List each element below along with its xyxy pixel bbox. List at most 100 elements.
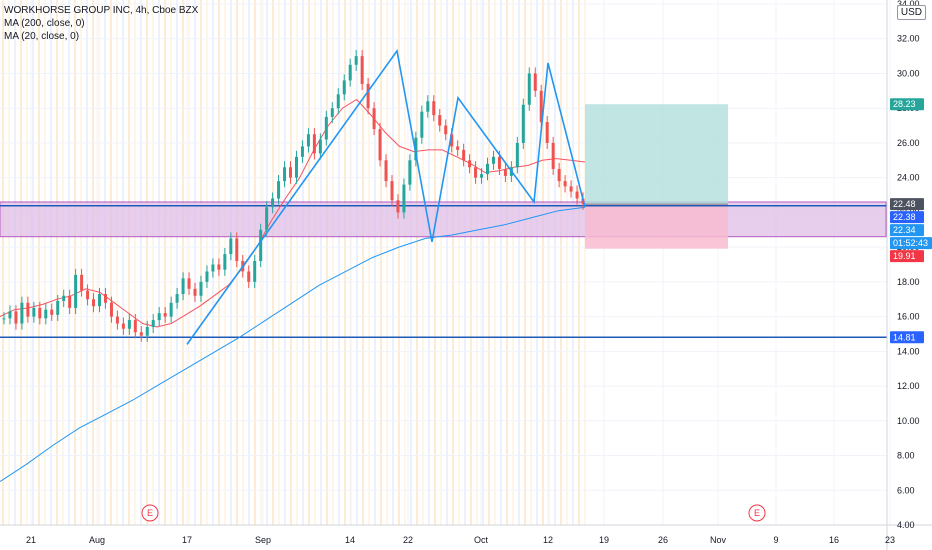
session-stripe	[56, 0, 58, 525]
price-tag-bg	[890, 331, 924, 344]
price-tag-bg	[890, 211, 924, 224]
long-position-tool[interactable]	[585, 104, 728, 249]
x-tick-label: Oct	[474, 535, 489, 545]
candle-body	[294, 156, 298, 178]
price-tag-label: 19.91	[893, 251, 916, 261]
price-tag-label: 22.48	[893, 199, 916, 209]
session-stripe	[158, 0, 160, 525]
candle-body	[32, 307, 36, 317]
x-tick-label: 9	[773, 535, 778, 545]
candle-body	[444, 125, 448, 135]
candle-body	[8, 311, 12, 319]
price-tag: 22.38	[890, 211, 924, 224]
session-stripe	[476, 0, 478, 525]
session-stripe	[320, 0, 322, 525]
candle-body	[127, 320, 131, 329]
candle-body	[527, 73, 531, 105]
pattern-drawing[interactable]	[186, 48, 586, 345]
session-stripe	[176, 0, 178, 525]
session-stripe	[356, 0, 358, 525]
symbol-line[interactable]: WORKHORSE GROUP INC, 4h, Cboe BZX	[4, 5, 199, 16]
y-tick-label: 32.00	[897, 34, 920, 44]
ma200-legend[interactable]: MA (200, close, 0)	[4, 18, 85, 29]
session-stripe	[92, 0, 94, 525]
session-stripe	[464, 0, 466, 525]
session-stripe	[584, 0, 586, 525]
horizontal-levels[interactable]	[0, 205, 887, 339]
pattern-polyline	[186, 48, 586, 345]
candle-body	[491, 156, 495, 164]
session-stripe	[368, 0, 370, 525]
candle-body	[62, 295, 66, 301]
candle-body	[92, 299, 96, 307]
session-stripe	[446, 0, 448, 525]
session-stripe	[164, 0, 166, 525]
session-stripe	[26, 0, 28, 525]
session-stripe	[230, 0, 232, 525]
session-stripe	[560, 0, 562, 525]
candle-body	[283, 167, 287, 182]
support-zone[interactable]	[0, 201, 887, 238]
candle-body	[414, 137, 418, 161]
session-stripe	[422, 0, 424, 525]
earnings-marker-label: E	[754, 508, 760, 518]
session-stripe	[530, 0, 532, 525]
session-stripe	[200, 0, 202, 525]
session-stripe	[404, 0, 406, 525]
candle-body	[396, 200, 400, 213]
candle-body	[109, 302, 113, 317]
candle-body	[432, 101, 436, 116]
candle-body	[408, 160, 412, 185]
x-tick-label: 14	[345, 535, 355, 545]
session-stripes	[2, 0, 586, 525]
session-stripe	[512, 0, 514, 525]
ma200-line	[0, 206, 586, 483]
session-stripe	[32, 0, 34, 525]
candle-body	[342, 80, 346, 95]
x-tick-label: 23	[885, 535, 895, 545]
price-tag-label: 22.38	[893, 212, 916, 222]
price-tag-bg	[890, 237, 932, 250]
candle-body	[360, 56, 364, 84]
price-tag-bg	[890, 198, 924, 211]
session-stripe	[44, 0, 46, 525]
earnings-marker-circle	[748, 504, 766, 522]
candle-body	[575, 191, 579, 199]
candle-body	[253, 261, 257, 282]
candle-body	[68, 295, 72, 308]
price-tag: 22.34	[890, 224, 924, 237]
y-tick-label: 6.00	[897, 485, 915, 495]
candle-body	[318, 139, 322, 154]
x-tick-label: 26	[658, 535, 668, 545]
currency-button[interactable]: USD	[896, 5, 926, 20]
candle-body	[503, 168, 507, 176]
session-stripe	[308, 0, 310, 525]
ma20-legend[interactable]: MA (20, close, 0)	[4, 31, 80, 42]
candle-body	[26, 302, 30, 317]
y-tick-label: 26.00	[897, 138, 920, 148]
candle-body	[86, 290, 90, 300]
candle-body	[187, 278, 191, 289]
session-stripe	[134, 0, 136, 525]
candle-body	[259, 229, 263, 262]
candle-body	[354, 56, 358, 65]
candle-body	[175, 294, 179, 303]
candle-body	[271, 198, 275, 208]
candle-body	[402, 184, 406, 213]
session-stripe	[554, 0, 556, 525]
y-tick-label: 18.00	[897, 277, 920, 287]
session-stripe	[206, 0, 208, 525]
session-stripe	[536, 0, 538, 525]
y-tick-label: 10.00	[897, 416, 920, 426]
candle-body	[450, 134, 454, 147]
session-stripe	[428, 0, 430, 525]
y-tick-label: 24.00	[897, 173, 920, 183]
candle-body	[38, 307, 42, 319]
candle-body	[20, 302, 24, 324]
candle-body	[265, 207, 269, 230]
candle-body	[80, 274, 84, 291]
session-stripe	[8, 0, 10, 525]
